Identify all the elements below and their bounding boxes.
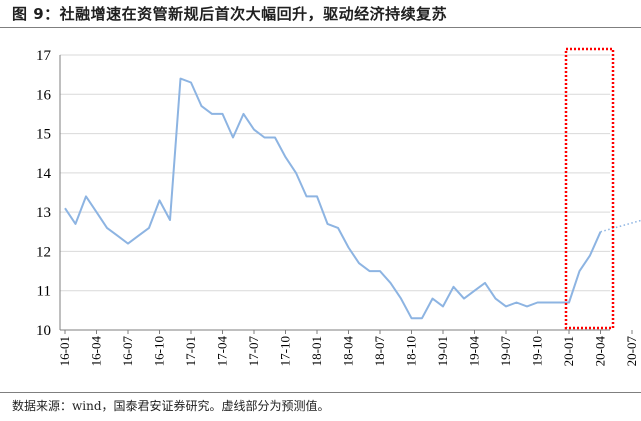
x-tick-labels: 16-01 16-04 16-07 16-10 17-01 17-04 17-07 17-10… — [57, 330, 639, 367]
x-tick-label: 20-04 — [593, 336, 608, 367]
y-tick-label: 10 — [36, 323, 51, 339]
x-tick-label: 16-10 — [152, 336, 167, 366]
y-tick-label: 16 — [36, 87, 52, 103]
x-tick-label: 16-04 — [89, 336, 104, 367]
y-tick-label: 14 — [36, 166, 52, 182]
figure-title: 图 9：社融增速在资管新规后首次大幅回升，驱动经济持续复苏 — [12, 5, 448, 23]
source-rule — [0, 392, 641, 393]
x-tick-label: 18-10 — [404, 336, 419, 366]
x-tick-label: 17-07 — [246, 336, 261, 367]
x-tick-label: 20-01 — [561, 336, 576, 366]
x-tick-label: 18-07 — [372, 336, 387, 367]
x-tick-label: 20-07 — [624, 336, 639, 367]
highlight-box — [564, 47, 615, 330]
y-tick-label: 15 — [36, 127, 51, 143]
x-tick-label: 18-01 — [309, 336, 324, 366]
source-note: 数据来源：wind，国泰君安证券研究。虚线部分为预测值。 — [12, 399, 330, 413]
x-tick-label: 17-01 — [183, 336, 198, 366]
y-tick-label: 11 — [37, 284, 51, 300]
y-tick-label: 12 — [36, 244, 51, 260]
x-tick-label: 19-04 — [467, 336, 482, 367]
chart-svg: 10 11 12 13 14 15 16 17 16-01 16-04 16-07 16-10 17-… — [36, 47, 641, 367]
x-tick-label: 19-01 — [435, 336, 450, 366]
x-tick-label: 17-10 — [278, 336, 293, 366]
title-rule — [0, 27, 641, 28]
x-tick-label: 16-07 — [120, 336, 135, 367]
series-lines — [64, 77, 641, 320]
gridlines — [59, 54, 610, 331]
y-tick-labels: 10 11 12 13 14 15 16 17 — [36, 48, 52, 339]
series-line — [64, 77, 602, 320]
x-tick-label: 19-07 — [498, 336, 513, 367]
x-tick-label: 17-04 — [215, 336, 230, 367]
x-tick-label: 19-10 — [530, 336, 545, 366]
y-tick-label: 17 — [36, 48, 52, 64]
y-tick-label: 13 — [36, 205, 51, 221]
x-tick-label: 18-04 — [341, 336, 356, 367]
x-tick-label: 16-01 — [57, 336, 72, 366]
highlight-layer — [564, 47, 615, 330]
